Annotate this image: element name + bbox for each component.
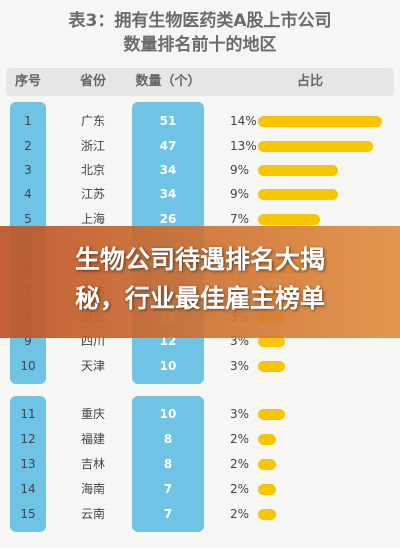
row-share: 3% [230, 407, 250, 421]
row-seq: 12 [20, 432, 36, 446]
share-bar [258, 484, 276, 495]
row-province: 重庆 [80, 407, 105, 421]
share-bar [258, 459, 276, 470]
row-share: 7% [230, 212, 250, 226]
row-seq: 3 [24, 163, 32, 177]
header-province: 省份 [79, 74, 106, 89]
header-share: 占比 [296, 74, 323, 89]
row-province: 北京 [80, 163, 105, 177]
table-header [6, 68, 394, 96]
row-seq: 14 [20, 482, 36, 496]
row-seq: 11 [20, 407, 36, 421]
table-title: 表3：拥有生物医药类A股上市公司 [68, 11, 332, 31]
row-province: 上海 [80, 212, 105, 226]
share-bar [258, 116, 382, 127]
row-seq: 10 [20, 359, 36, 373]
count-column-group2 [132, 396, 204, 532]
row-province: 浙江 [80, 139, 105, 153]
row-province: 福建 [80, 432, 105, 446]
row-share: 14% [230, 114, 257, 128]
share-bar [258, 361, 285, 372]
row-count: 51 [159, 114, 177, 128]
row-province: 江苏 [80, 187, 105, 201]
share-bar [258, 434, 276, 445]
row-count: 34 [159, 163, 177, 177]
row-count: 26 [159, 212, 177, 226]
share-bar [258, 214, 320, 225]
share-bar [258, 141, 373, 152]
row-seq: 5 [24, 212, 32, 226]
promo-banner[interactable] [0, 226, 400, 338]
banner-headline-line2: 秘，行业最佳雇主榜单 [74, 284, 325, 313]
row-share: 2% [230, 507, 250, 521]
row-province: 广东 [80, 114, 105, 128]
row-share: 9% [230, 187, 250, 201]
row-share: 13% [230, 139, 257, 153]
seq-column-group2 [10, 396, 46, 532]
row-seq: 13 [20, 457, 36, 471]
row-seq: 9 [24, 334, 32, 348]
row-count: 10 [159, 359, 177, 373]
header-count: 数量（个） [135, 74, 201, 89]
row-seq: 4 [24, 187, 32, 201]
row-seq: 2 [24, 139, 32, 153]
row-province: 吉林 [80, 457, 105, 471]
row-share: 3% [230, 359, 250, 373]
row-province: 天津 [80, 359, 105, 373]
share-bar [258, 409, 285, 420]
row-share: 2% [230, 482, 250, 496]
row-count: 10 [159, 407, 177, 421]
share-bar [258, 509, 276, 520]
banner-headline-line1: 生物公司待遇排名大揭 [74, 245, 325, 274]
row-share: 2% [230, 457, 250, 471]
row-province: 云南 [80, 507, 105, 521]
row-count: 47 [159, 139, 177, 153]
row-province: 海南 [80, 482, 105, 496]
row-seq: 1 [24, 114, 32, 128]
row-count: 8 [163, 457, 173, 471]
row-seq: 15 [20, 507, 36, 521]
row-count: 8 [163, 432, 173, 446]
row-share: 9% [230, 163, 250, 177]
header-seq: 序号 [14, 74, 41, 89]
share-bar [258, 165, 338, 176]
row-count: 7 [163, 507, 173, 521]
row-share: 2% [230, 432, 250, 446]
row-count: 34 [159, 187, 177, 201]
table-subtitle: 数量排名前十的地区 [123, 35, 277, 55]
row-count: 7 [163, 482, 173, 496]
share-bar [258, 189, 338, 200]
share-bar [258, 336, 285, 347]
